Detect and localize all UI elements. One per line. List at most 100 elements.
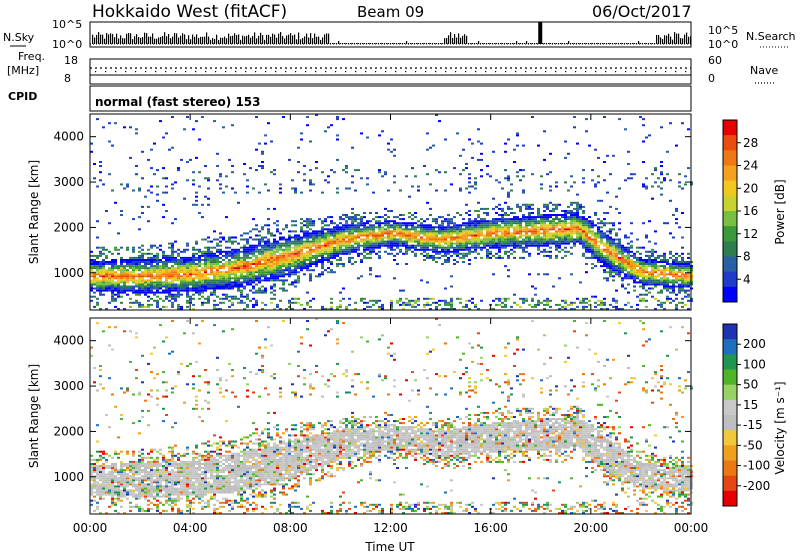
power-cell xyxy=(519,218,522,221)
power-cell xyxy=(192,179,195,182)
power-cell xyxy=(468,230,471,233)
power-cell xyxy=(462,230,465,233)
power-cell xyxy=(204,177,207,180)
power-cell xyxy=(516,236,519,239)
power-cell xyxy=(282,275,285,278)
power-cell xyxy=(450,220,453,223)
power-cell xyxy=(408,301,411,304)
power-cell xyxy=(261,167,264,170)
power-cell xyxy=(387,189,390,192)
power-cell xyxy=(627,252,630,255)
power-cell xyxy=(495,230,498,233)
power-cell xyxy=(135,289,138,292)
power-cell xyxy=(276,220,279,223)
power-cell xyxy=(450,308,453,310)
power-cell xyxy=(423,224,426,227)
power-cell xyxy=(636,271,639,274)
power-cell xyxy=(507,232,510,235)
power-cell xyxy=(144,279,147,282)
power-cell xyxy=(120,210,123,212)
power-cell xyxy=(528,207,531,210)
power-cell xyxy=(531,234,534,237)
power-cell xyxy=(96,281,99,284)
power-cell xyxy=(384,173,387,176)
power-cell xyxy=(246,273,249,276)
power-cell xyxy=(138,265,141,268)
power-cell xyxy=(279,254,282,257)
power-cell xyxy=(537,144,540,147)
power-cell xyxy=(192,252,195,255)
power-cell xyxy=(117,293,120,296)
power-cell xyxy=(609,236,612,239)
power-cell xyxy=(276,254,279,257)
power-cell xyxy=(498,207,501,210)
power-cell xyxy=(132,189,135,192)
power-cell xyxy=(153,277,156,280)
power-cell xyxy=(246,295,249,298)
power-cell xyxy=(270,171,273,174)
power-cell xyxy=(468,173,471,176)
power-cell xyxy=(99,254,102,257)
power-cell xyxy=(261,248,264,251)
noise-bar xyxy=(578,43,580,44)
power-cell xyxy=(570,222,573,225)
power-cell xyxy=(243,232,246,235)
power-cell xyxy=(405,238,408,241)
power-cell xyxy=(261,263,264,265)
power-cell xyxy=(285,265,288,268)
power-cell xyxy=(420,228,423,231)
power-cell xyxy=(672,299,675,302)
power-cell xyxy=(687,299,690,302)
power-cell xyxy=(663,256,666,259)
power-cell xyxy=(147,305,150,308)
power-cell xyxy=(588,250,591,253)
noise-bar xyxy=(682,38,684,44)
power-cell xyxy=(351,246,354,249)
power-cell xyxy=(369,305,372,308)
power-cell xyxy=(264,269,267,272)
power-cell xyxy=(186,293,189,296)
power-cell xyxy=(297,236,300,239)
power-cell xyxy=(603,236,606,239)
power-cell xyxy=(606,244,609,247)
power-cell xyxy=(495,252,498,255)
power-cell xyxy=(615,269,618,272)
power-cell xyxy=(612,244,615,247)
power-cell xyxy=(183,263,186,265)
power-cell xyxy=(561,220,564,223)
power-cell xyxy=(594,238,597,241)
power-cell xyxy=(264,267,267,270)
power-cell xyxy=(108,285,111,288)
power-cell xyxy=(432,226,435,229)
power-cell xyxy=(591,248,594,251)
power-cell xyxy=(564,236,567,239)
power-cell xyxy=(585,218,588,221)
power-cell xyxy=(285,279,288,282)
power-cell xyxy=(534,242,537,245)
power-cell xyxy=(387,226,390,229)
power-cell xyxy=(405,242,408,245)
power-cell xyxy=(600,248,603,251)
power-cell xyxy=(576,210,579,212)
power-cell xyxy=(609,254,612,257)
power-cell xyxy=(642,279,645,282)
power-cell xyxy=(195,263,198,265)
power-cell xyxy=(390,299,393,302)
nave-dot xyxy=(385,71,387,73)
power-cell xyxy=(444,259,447,261)
power-cell xyxy=(369,238,372,241)
power-cell xyxy=(351,181,354,184)
power-cell xyxy=(276,242,279,245)
power-cell xyxy=(309,179,312,182)
power-cell xyxy=(309,232,312,235)
power-cell xyxy=(657,269,660,272)
power-cell xyxy=(180,269,183,272)
power-cell xyxy=(504,177,507,180)
power-cell xyxy=(612,222,615,225)
power-cell xyxy=(501,238,504,241)
power-cell xyxy=(93,177,96,180)
power-cell xyxy=(489,226,492,229)
power-cell xyxy=(474,220,477,223)
power-cell xyxy=(456,236,459,239)
power-cell xyxy=(519,236,522,239)
